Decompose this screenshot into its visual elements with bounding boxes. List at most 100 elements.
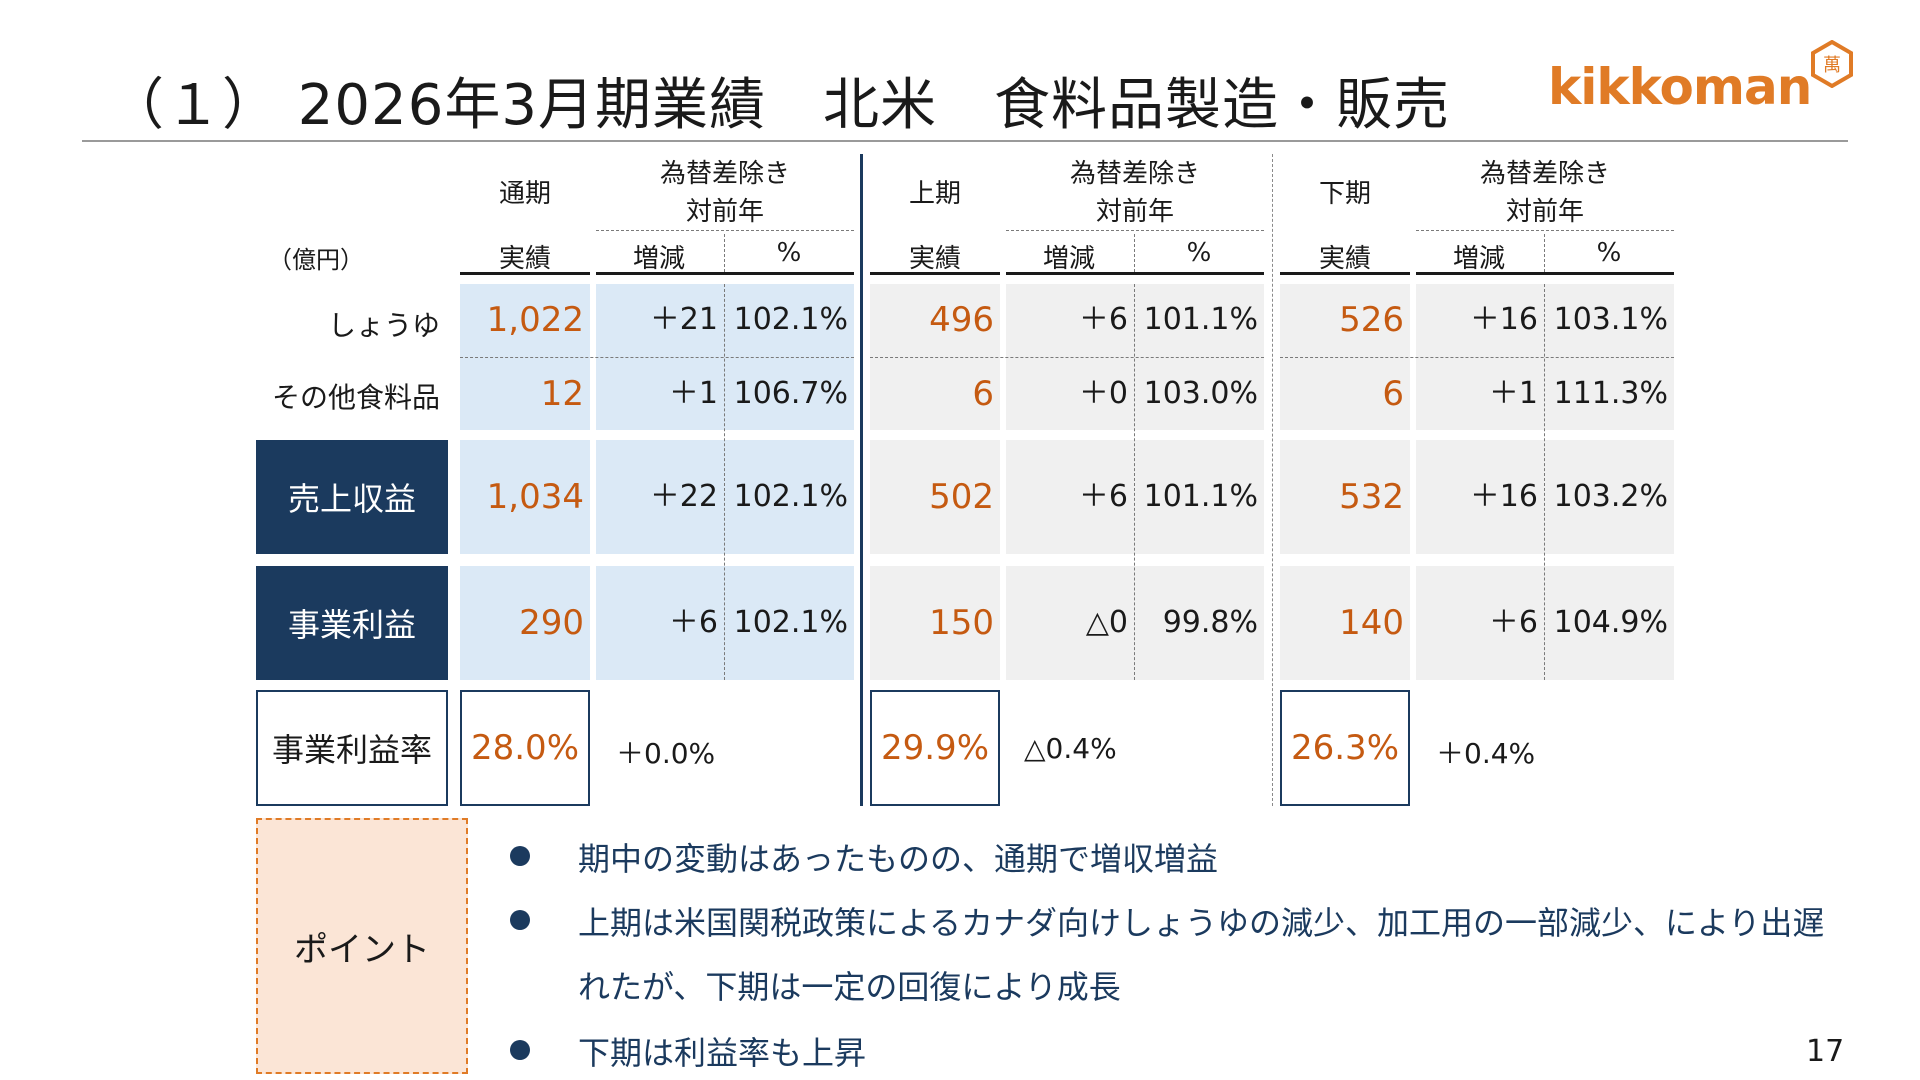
value-change: ＋6 bbox=[1488, 605, 1538, 640]
subheader-actual: 実績 bbox=[498, 244, 551, 274]
cell-bg bbox=[596, 566, 854, 680]
value-pct: 111.3% bbox=[1553, 376, 1668, 411]
value-change: ＋16 bbox=[1469, 479, 1538, 514]
value-actual: 496 bbox=[929, 300, 994, 340]
value-change: ＋6 bbox=[1078, 302, 1128, 337]
value-pct: 101.1% bbox=[1143, 479, 1258, 514]
value-actual: 150 bbox=[929, 603, 994, 643]
point-label: ポイント bbox=[294, 929, 430, 970]
header-underline bbox=[870, 272, 1000, 275]
header-underline bbox=[1006, 272, 1264, 275]
value-pct: 103.1% bbox=[1553, 302, 1668, 337]
subheader-change: 増減 bbox=[1452, 244, 1505, 274]
value-pct: 102.1% bbox=[733, 479, 848, 514]
header-column-divider bbox=[1544, 234, 1545, 272]
value-actual: 6 bbox=[1382, 374, 1404, 414]
header-yoy-line2: 対前年 bbox=[1505, 197, 1584, 227]
column-divider bbox=[1544, 284, 1545, 680]
header-yoy-line2: 対前年 bbox=[685, 197, 764, 227]
row-divider bbox=[1280, 357, 1674, 358]
value-actual: 140 bbox=[1339, 603, 1404, 643]
value-change: ＋21 bbox=[649, 302, 718, 337]
logo-seal-text: 萬 bbox=[1823, 55, 1841, 76]
value-actual: 1,022 bbox=[486, 300, 584, 340]
header-period-full: 通期 bbox=[498, 179, 551, 209]
row-label-soy-sauce: しょうゆ bbox=[327, 309, 440, 342]
cell-bg bbox=[870, 566, 1000, 680]
cell-bg bbox=[1280, 440, 1410, 554]
bullet-text: 上期は米国関税政策によるカナダ向けしょうゆの減少、加工用の一部減少、により出遅 bbox=[578, 904, 1825, 942]
value-pct: 103.2% bbox=[1553, 479, 1668, 514]
value-margin-change: ＋0.4% bbox=[1436, 737, 1536, 770]
value-pct: 106.7% bbox=[733, 376, 848, 411]
row-label-other-food: その他食料品 bbox=[271, 381, 440, 414]
value-actual: 526 bbox=[1339, 300, 1404, 340]
value-margin: 29.9% bbox=[870, 690, 1000, 806]
row-divider bbox=[460, 357, 854, 358]
value-change: ＋22 bbox=[649, 479, 718, 514]
group-separator bbox=[860, 154, 863, 806]
header-dotted-rule bbox=[1006, 230, 1264, 231]
cell-bg bbox=[1006, 566, 1264, 680]
header-dotted-rule bbox=[1416, 230, 1674, 231]
cell-bg bbox=[870, 440, 1000, 554]
bullet-text: 下期は利益率も上昇 bbox=[578, 1034, 867, 1072]
value-actual: 532 bbox=[1339, 477, 1404, 517]
header-column-divider bbox=[724, 234, 725, 272]
bullet-text-continued: れたが、下期は一定の回復により成長 bbox=[578, 968, 1121, 1006]
value-margin: 26.3% bbox=[1280, 690, 1410, 806]
header-yoy-line2: 対前年 bbox=[1095, 197, 1174, 227]
value-pct: 104.9% bbox=[1553, 605, 1668, 640]
cell-bg bbox=[1006, 440, 1264, 554]
header-dotted-rule bbox=[596, 230, 854, 231]
header-underline bbox=[460, 272, 590, 275]
kikkoman-logo: kikkoman 萬 bbox=[1548, 40, 1868, 120]
value-change: △0 bbox=[1085, 605, 1128, 640]
logo-wordmark: kikkoman bbox=[1548, 58, 1812, 116]
cell-bg bbox=[1280, 566, 1410, 680]
value-change: ＋6 bbox=[1078, 479, 1128, 514]
bullet-dot bbox=[510, 846, 530, 866]
cell-bg bbox=[596, 440, 854, 554]
row-label-profit-margin: 事業利益率 bbox=[256, 690, 448, 806]
cell-bg bbox=[460, 566, 590, 680]
column-divider bbox=[724, 284, 725, 680]
row-label-business-profit: 事業利益 bbox=[256, 566, 448, 680]
value-actual: 1,034 bbox=[486, 477, 584, 517]
value-actual: 12 bbox=[540, 374, 584, 414]
value-pct: 99.8% bbox=[1162, 605, 1258, 640]
unit-label: （億円） bbox=[268, 246, 364, 274]
value-pct: 102.1% bbox=[733, 302, 848, 337]
subheader-actual: 実績 bbox=[1318, 244, 1371, 274]
cell-bg bbox=[460, 440, 590, 554]
value-change: ＋1 bbox=[1488, 376, 1538, 411]
group-separator bbox=[1272, 154, 1273, 806]
value-pct: 103.0% bbox=[1143, 376, 1258, 411]
header-yoy-line1: 為替差除き bbox=[1069, 159, 1200, 189]
page-number: 17 bbox=[1806, 1034, 1845, 1069]
value-margin: 28.0% bbox=[460, 690, 590, 806]
cell-bg bbox=[1416, 566, 1674, 680]
value-change: ＋1 bbox=[668, 376, 718, 411]
value-change: ＋0 bbox=[1078, 376, 1128, 411]
subheader-actual: 実績 bbox=[908, 244, 961, 274]
subheader-change: 増減 bbox=[632, 244, 685, 274]
subheader-pct: % bbox=[1596, 238, 1622, 268]
value-actual: 502 bbox=[929, 477, 994, 517]
header-underline bbox=[596, 272, 854, 275]
header-yoy-line1: 為替差除き bbox=[1479, 159, 1610, 189]
bullet-dot bbox=[510, 910, 530, 930]
header-underline bbox=[1416, 272, 1674, 275]
value-actual: 6 bbox=[972, 374, 994, 414]
subheader-change: 増減 bbox=[1042, 244, 1095, 274]
header-underline bbox=[1280, 272, 1410, 275]
title-divider bbox=[82, 140, 1848, 142]
page-title: （１） 2026年3月期業績 北米 食料品製造・販売 bbox=[108, 73, 1450, 138]
subheader-pct: % bbox=[1186, 238, 1212, 268]
header-period-h1: 上期 bbox=[908, 179, 961, 209]
point-label-box: ポイント bbox=[256, 818, 468, 1074]
bullet-dot bbox=[510, 1040, 530, 1060]
row-label-revenue: 売上収益 bbox=[256, 440, 448, 554]
header-column-divider bbox=[1134, 234, 1135, 272]
subheader-pct: % bbox=[776, 238, 802, 268]
